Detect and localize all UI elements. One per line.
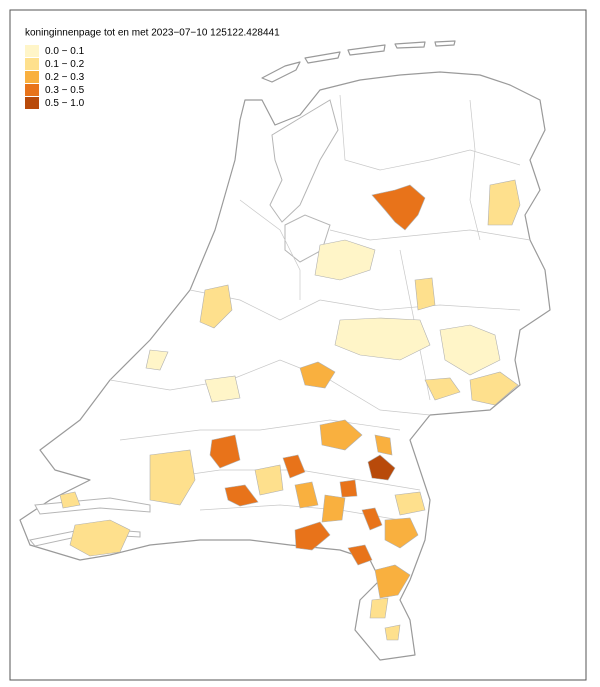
municipality (369, 597, 389, 619)
municipality (209, 434, 241, 469)
legend-swatch (25, 45, 39, 57)
border (329, 229, 531, 241)
municipality (321, 494, 346, 523)
municipality (319, 419, 363, 451)
municipality (59, 491, 81, 509)
border (239, 199, 301, 300)
legend-label: 0.5 − 1.0 (45, 98, 85, 109)
island (434, 40, 456, 47)
municipality (294, 481, 319, 509)
municipality (371, 184, 426, 231)
municipality (254, 464, 284, 496)
municipality (374, 434, 393, 456)
map-title: koninginnenpage tot en met 2023−07−10 12… (25, 28, 280, 39)
island (394, 41, 426, 49)
municipality (334, 317, 431, 361)
municipality (469, 371, 519, 406)
legend: 0.0 − 0.1 0.1 − 0.2 0.2 − 0.3 0.3 − 0.5 0.5 … (25, 45, 85, 109)
lake (269, 99, 339, 223)
municipality (204, 375, 241, 403)
legend-swatch (25, 71, 39, 83)
border (319, 299, 521, 311)
municipality (199, 284, 233, 329)
municipality (439, 324, 501, 376)
island (261, 61, 301, 83)
municipality (224, 484, 259, 507)
municipality (384, 517, 419, 549)
municipality (145, 349, 169, 371)
municipality (424, 377, 461, 401)
border (339, 94, 521, 171)
border (109, 359, 431, 416)
country-outline (19, 71, 551, 661)
legend-swatch (25, 97, 39, 109)
municipality (339, 479, 358, 498)
municipality (374, 564, 411, 599)
municipality (367, 454, 396, 481)
municipality (414, 277, 436, 311)
legend-label: 0.3 − 0.5 (45, 85, 85, 96)
municipality (149, 449, 196, 506)
legend-label: 0.1 − 0.2 (45, 59, 85, 70)
legend-label: 0.2 − 0.3 (45, 72, 85, 83)
legend-label: 0.0 − 0.1 (45, 46, 85, 57)
municipality (294, 521, 331, 551)
border (119, 419, 401, 441)
municipality (347, 544, 373, 566)
estuary (34, 497, 151, 515)
municipality (394, 491, 426, 516)
border (469, 99, 481, 241)
municipality (361, 507, 383, 531)
legend-swatch (25, 58, 39, 70)
municipality (299, 361, 336, 389)
municipality (314, 239, 376, 281)
municipality (384, 624, 401, 641)
legend-swatch (25, 84, 39, 96)
island (347, 44, 386, 56)
island (304, 51, 341, 64)
municipality (282, 454, 306, 479)
map (19, 40, 551, 661)
municipality (487, 179, 521, 226)
municipality (69, 519, 131, 557)
